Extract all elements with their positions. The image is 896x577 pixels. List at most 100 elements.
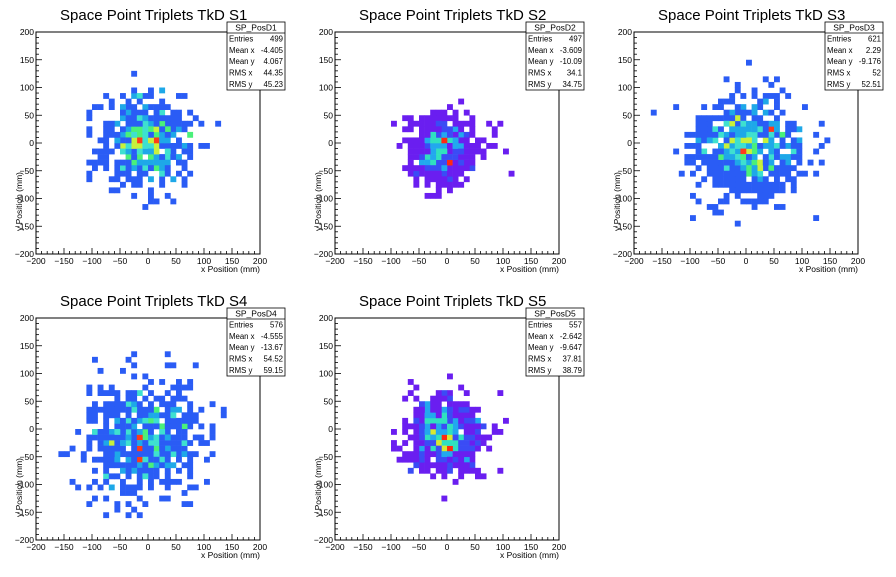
histogram-bin [441,395,448,402]
histogram-bin [430,401,437,408]
histogram-bin [452,154,459,160]
y-tick-label: 0 [627,138,632,148]
histogram-bin [187,456,194,463]
stats-label: Mean y [528,57,554,66]
histogram-bin [181,143,188,149]
histogram-bin [136,126,143,133]
histogram-bin [142,137,149,144]
histogram-bin [684,131,691,138]
histogram-bin [114,401,121,408]
histogram-bin [790,165,797,172]
histogram-bin [785,93,792,99]
histogram-bin [125,501,132,507]
histogram-bin [796,137,803,144]
histogram-bin [818,143,825,149]
histogram-bin [734,104,741,110]
histogram-bin [435,131,442,138]
histogram-bin [131,362,138,369]
histogram-panel-4: −200 −200 −150 −150 −100 −100 −50 −50 0 0 50 50 100 1… [0,286,298,572]
histogram-bin [463,406,470,413]
histogram-bin [463,423,470,430]
histogram-bin [463,451,470,458]
y-tick-label: 0 [29,138,34,148]
x-tick-label: 0 [146,256,151,266]
histogram-bin [441,176,448,183]
histogram-bin [441,154,448,160]
y-tick-label: 100 [20,369,34,379]
histogram-bin [419,434,425,441]
histogram-bin [159,87,166,94]
histogram-bin [142,159,149,166]
histogram-bin [447,181,453,188]
histogram-bin [97,154,104,160]
histogram-bin [469,165,476,172]
histogram-bin [435,462,442,469]
histogram-bin [673,148,680,155]
histogram-bin [441,170,448,177]
histogram-bin [751,159,758,166]
histogram-bin [430,154,437,160]
x-tick-label: 0 [744,256,749,266]
histogram-bin [701,120,708,127]
histogram-bin [447,462,453,469]
histogram-bin [729,170,736,177]
histogram-bin [690,159,696,166]
histogram-bin [204,456,210,463]
x-tick-label: 150 [524,542,538,552]
histogram-bin [198,120,205,127]
histogram-bin [159,462,166,469]
histogram-bin [441,417,448,424]
histogram-bin [120,159,126,166]
histogram-bin [108,440,115,446]
histogram-bin [181,445,188,452]
histogram-bin [164,412,171,419]
x-tick-label: 150 [823,256,837,266]
histogram-panel-3: −200 −200 −150 −150 −100 −100 −50 −50 0 0 50 50 100 1… [598,0,896,286]
stats-label: Mean x [229,332,255,341]
stats-value: -9.647 [560,343,582,352]
histogram-bin [413,148,420,155]
histogram-bin [480,473,487,480]
histogram-bin [159,423,166,430]
histogram-bin [159,126,166,133]
histogram-bin [435,148,442,155]
histogram-bin [131,484,138,491]
y-tick-label: −200 [613,249,632,259]
histogram-bin [153,467,160,474]
histogram-bin [153,159,160,166]
histogram-bin [170,362,177,369]
x-axis-title: x Position (mm) [799,264,858,274]
histogram-bin [695,148,702,155]
histogram-bin [125,401,132,408]
histogram-bin [441,181,448,188]
histogram-bin [452,429,459,435]
bin-layer [391,98,515,199]
histogram-bin [108,445,115,452]
histogram-bin [762,192,769,199]
histogram-bin [170,440,177,446]
histogram-bin [706,165,713,172]
histogram-bin [181,148,188,155]
histogram-bin [120,478,126,485]
histogram-bin [762,187,769,194]
histogram-bin [740,131,747,138]
histogram-bin [164,445,171,452]
histogram-bin [746,148,752,155]
histogram-bin [430,109,437,116]
axis-ticks [35,31,261,255]
histogram-bin [757,165,764,172]
histogram-bin [86,109,93,116]
histogram-bin [97,390,104,396]
histogram-bin [463,401,470,408]
histogram-bin [441,126,448,133]
histogram-bin [790,148,797,155]
histogram-bin [164,170,171,177]
histogram-bin [435,115,442,122]
histogram-bin [159,98,166,105]
histogram-bin [103,462,110,469]
histogram-bin [97,440,104,446]
stats-value: 52.51 [861,80,881,89]
